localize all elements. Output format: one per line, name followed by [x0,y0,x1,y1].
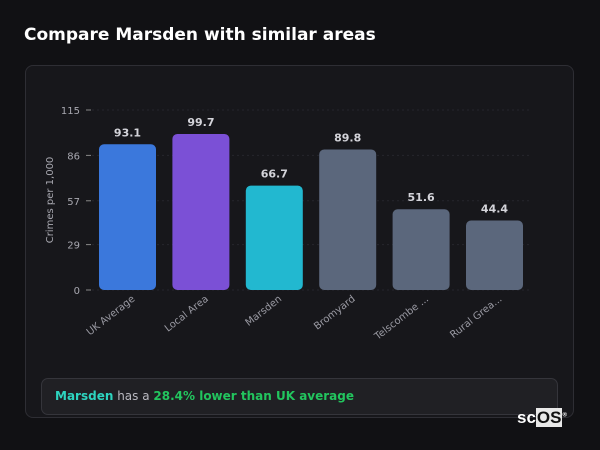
comparison-summary: Marsden has a 28.4% lower than UK averag… [41,378,558,415]
summary-middle-text: has a [113,389,154,403]
page-title: Compare Marsden with similar areas [24,25,376,45]
logo-mark: ® [562,412,567,419]
bar-value-label: 66.7 [261,168,288,181]
x-tick-label: Rural Grea... [448,294,504,341]
y-tick-label: 29 [67,241,80,252]
bar-local-area [172,133,230,290]
summary-area-name: Marsden [55,389,114,403]
scos-logo: scOS® [517,408,567,428]
x-tick-label: Telscombe ... [372,294,431,343]
summary-comparison: 28.4% lower than UK average [153,389,354,403]
bar-value-label: 89.8 [334,131,361,144]
bar-uk-average [99,144,156,290]
logo-text-a: sc [517,408,536,427]
bar-value-label: 51.6 [408,191,435,204]
bar-telscombe- [392,209,450,290]
bar-bromyard [319,149,377,290]
x-tick-label: Bromyard [312,294,357,333]
bar-rural-grea- [466,220,523,290]
x-tick-label: UK Average [85,294,138,338]
bar-value-label: 44.4 [481,203,508,216]
y-axis-label: Crimes per 1,000 [45,157,56,244]
logo-text-b: OS [535,408,563,427]
y-tick-label: 86 [67,151,80,162]
bar-value-label: 93.1 [114,126,141,139]
y-tick-label: 115 [61,106,80,117]
y-tick-label: 57 [67,197,80,208]
y-tick-label: 0 [74,286,80,297]
bar-marsden [245,185,303,290]
x-tick-label: Marsden [244,294,285,329]
x-tick-label: Local Area [163,294,211,335]
bar-value-label: 99.7 [187,116,214,129]
